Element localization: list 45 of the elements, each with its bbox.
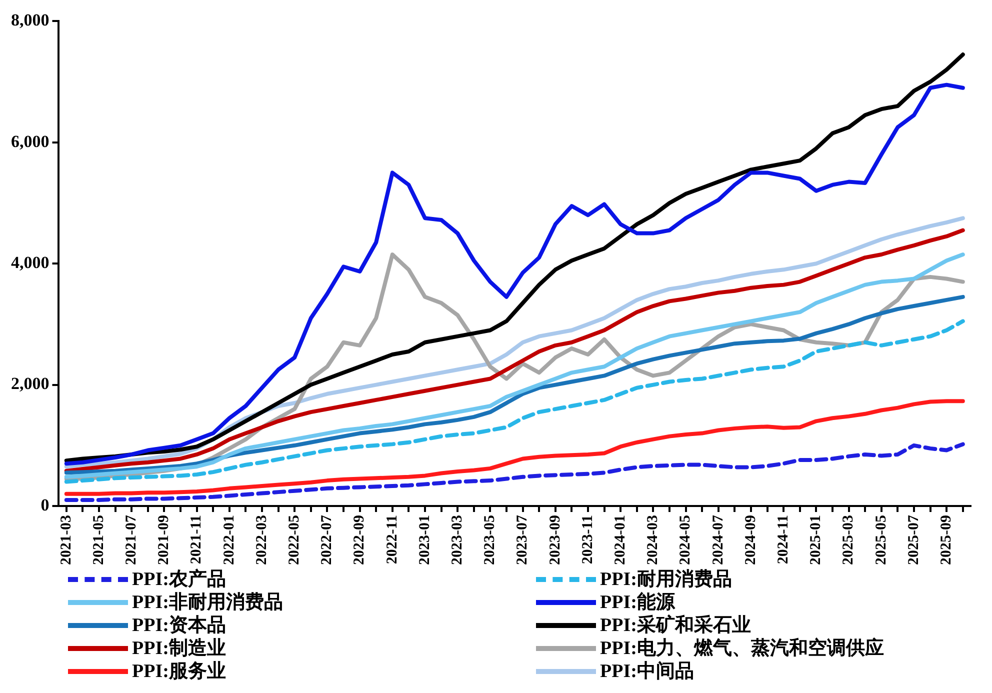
legend-label: PPI:非耐用消费品	[132, 591, 283, 614]
x-tick-label: 2023-05	[482, 515, 498, 566]
x-tick-label: 2022-09	[352, 515, 368, 566]
legend-label: PPI:服务业	[132, 660, 226, 683]
x-tick-label: 2022-03	[254, 515, 270, 566]
x-tick-label: 2024-05	[678, 515, 694, 566]
x-tick-label: 2023-09	[547, 515, 564, 566]
legend-label: PPI:采矿和采石业	[600, 614, 751, 637]
legend-label: PPI:农产品	[132, 568, 226, 591]
x-tick-label: 2025-05	[873, 515, 890, 566]
y-tick-label: 2,000	[11, 374, 50, 394]
x-tick-label: 2023-01	[416, 515, 433, 566]
legend-label: PPI:资本品	[132, 614, 226, 637]
x-tick-label: 2022-05	[286, 515, 302, 566]
y-tick-label: 4,000	[11, 252, 50, 272]
x-tick-label: 2021-07	[123, 514, 140, 566]
legend-label: PPI:能源	[600, 591, 675, 614]
x-tick-label: 2023-03	[449, 515, 466, 566]
x-tick-label: 2022-11	[384, 515, 400, 564]
x-tick-label: 2021-05	[90, 515, 107, 566]
x-tick-label: 2021-03	[58, 515, 74, 566]
x-tick-label: 2023-11	[580, 515, 596, 564]
x-tick-label: 2022-01	[221, 515, 238, 566]
x-tick-label: 2023-07	[514, 514, 531, 566]
legend-label: PPI:中间品	[600, 660, 694, 683]
x-tick-label: 2025-03	[840, 515, 857, 566]
x-tick-label: 2024-11	[775, 515, 792, 564]
legend-label: PPI:电力、燃气、蒸汽和空调供应	[600, 637, 884, 660]
legend-label: PPI:耐用消费品	[600, 568, 732, 591]
y-tick-label: 6,000	[11, 132, 50, 151]
x-tick-label: 2024-07	[710, 514, 726, 566]
y-tick-label: 0	[40, 495, 50, 514]
y-tick-label: 8,000	[11, 10, 50, 30]
x-tick-label: 2024-09	[742, 515, 759, 566]
x-tick-label: 2021-11	[188, 515, 205, 564]
line-series	[64, 319, 965, 484]
x-tick-label: 2021-09	[156, 515, 172, 566]
legend-label: PPI:制造业	[132, 637, 226, 660]
line-series	[64, 442, 965, 502]
x-tick-label: 2025-09	[938, 515, 954, 566]
x-tick-label: 2025-01	[808, 515, 824, 566]
x-tick-label: 2024-01	[612, 515, 628, 566]
x-tick-label: 2022-07	[319, 514, 336, 566]
x-tick-label: 2025-07	[906, 514, 922, 566]
x-tick-label: 2024-03	[645, 515, 662, 566]
